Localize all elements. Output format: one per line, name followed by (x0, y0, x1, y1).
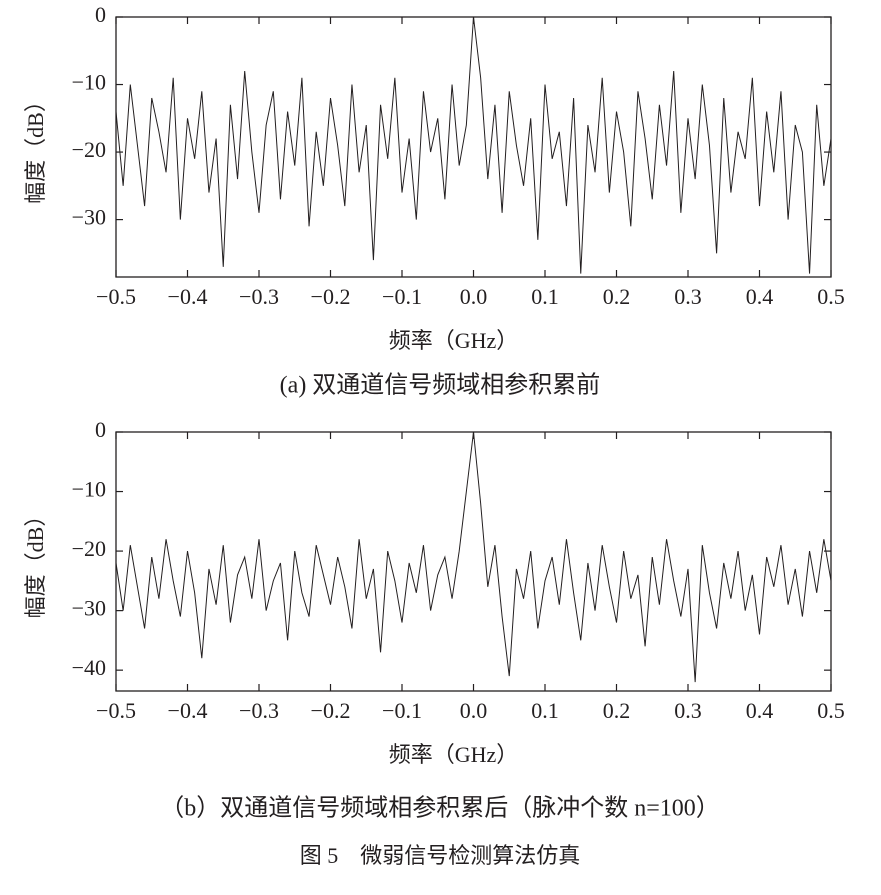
panel-caption: (a) 双通道信号频域相参积累前 (280, 372, 601, 399)
x-tick-label: −0.1 (382, 284, 422, 309)
x-tick-label: 0.3 (674, 698, 702, 723)
x-tick-label: 0.1 (531, 284, 559, 309)
y-tick-label: −30 (72, 596, 106, 621)
x-tick-label: −0.2 (311, 698, 351, 723)
y-axis-label: 幅度（dB） (23, 505, 48, 619)
x-tick-label: −0.1 (382, 698, 422, 723)
plot-frame (115, 431, 832, 692)
x-tick-label: −0.4 (168, 284, 208, 309)
spectrum-line (115, 431, 832, 683)
x-tick-label: 0.0 (460, 698, 488, 723)
x-tick-label: 0.4 (746, 698, 774, 723)
x-tick-label: 0.4 (746, 284, 774, 309)
x-tick-label: −0.5 (96, 698, 136, 723)
figure-caption: 图 5 微弱信号检测算法仿真 (300, 843, 581, 868)
x-tick-label: −0.3 (239, 284, 279, 309)
x-axis-label: 频率（GHz） (389, 742, 519, 767)
plot-frame (115, 16, 832, 278)
spectrum-line (115, 16, 832, 274)
x-tick-label: −0.3 (239, 698, 279, 723)
x-tick-label: 0.5 (817, 698, 845, 723)
y-tick-label: −30 (72, 205, 106, 230)
x-tick-label: 0.2 (603, 284, 631, 309)
y-tick-label: −20 (72, 536, 106, 561)
x-tick-label: −0.2 (311, 284, 351, 309)
x-tick-label: 0.0 (460, 284, 488, 309)
x-tick-label: 0.5 (817, 284, 845, 309)
x-tick-label: −0.5 (96, 284, 136, 309)
x-tick-label: 0.3 (674, 284, 702, 309)
x-tick-label: −0.4 (168, 698, 208, 723)
x-axis-label: 频率（GHz） (389, 328, 519, 353)
x-tick-label: 0.2 (603, 698, 631, 723)
y-tick-label: −40 (72, 655, 106, 680)
y-tick-label: −20 (72, 137, 106, 162)
y-axis-label: 幅度（dB） (23, 90, 48, 204)
x-tick-label: 0.1 (531, 698, 559, 723)
y-tick-label: −10 (72, 70, 106, 95)
panel-caption: （b）双通道信号频域相参积累后（脉冲个数 n=100） (160, 795, 720, 822)
y-tick-label: 0 (95, 2, 106, 27)
y-tick-label: 0 (95, 417, 106, 442)
y-tick-label: −10 (72, 477, 106, 502)
